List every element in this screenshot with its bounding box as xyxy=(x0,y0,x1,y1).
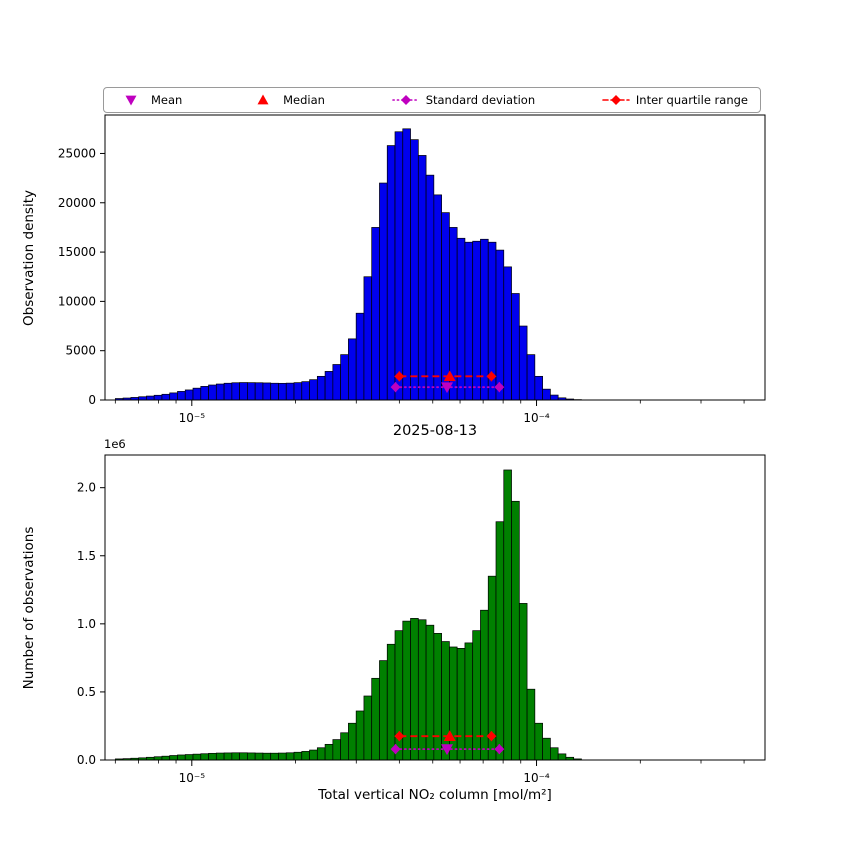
legend-label-iqr: Inter quartile range xyxy=(635,93,748,107)
legend-entry-iqr: Inter quartile range xyxy=(601,93,748,107)
svg-text:20000: 20000 xyxy=(58,196,96,210)
svg-text:10⁻⁴: 10⁻⁴ xyxy=(523,771,550,785)
x-axis-label: Total vertical NO₂ column [mol/m²] xyxy=(318,787,552,803)
median-marker-icon xyxy=(248,93,278,107)
svg-text:15000: 15000 xyxy=(58,245,96,259)
chart-title: 2025-08-13 xyxy=(392,423,478,439)
svg-text:0.5: 0.5 xyxy=(77,685,96,699)
legend-label-mean: Mean xyxy=(151,93,183,107)
plots-group: 0 5000 10000 15000 20000 25000 10⁻⁵ 10⁻⁴ 0.0 0.5 1… xyxy=(58,114,766,785)
svg-text:0.0: 0.0 xyxy=(77,753,96,767)
svg-text:10⁻⁵: 10⁻⁵ xyxy=(179,411,206,425)
svg-text:10⁻⁵: 10⁻⁵ xyxy=(179,771,206,785)
svg-text:0: 0 xyxy=(88,393,96,407)
iqr-marker-icon xyxy=(601,93,631,107)
standard-deviation-marker-icon xyxy=(391,93,421,107)
legend-entry-median: Median xyxy=(248,93,325,107)
svg-text:1.5: 1.5 xyxy=(77,549,96,563)
top-y-axis-label: Observation density xyxy=(21,190,37,326)
mean-marker-icon xyxy=(116,93,146,107)
legend: Mean Median Standard deviation Inter qua… xyxy=(103,87,761,113)
svg-text:2.0: 2.0 xyxy=(77,481,96,495)
svg-text:1.0: 1.0 xyxy=(77,617,96,631)
y-axis-offset-multiplier: 1e6 xyxy=(104,437,126,451)
svg-text:10⁻⁴: 10⁻⁴ xyxy=(523,411,550,425)
legend-label-median: Median xyxy=(283,93,325,107)
svg-text:25000: 25000 xyxy=(58,146,96,160)
legend-entry-mean: Mean xyxy=(116,93,182,107)
legend-entry-standard-deviation: Standard deviation xyxy=(391,93,535,107)
svg-text:10000: 10000 xyxy=(58,294,96,308)
bottom-y-axis-label: Number of observations xyxy=(21,527,37,690)
legend-label-standard-deviation: Standard deviation xyxy=(425,93,536,107)
svg-text:5000: 5000 xyxy=(65,344,96,358)
